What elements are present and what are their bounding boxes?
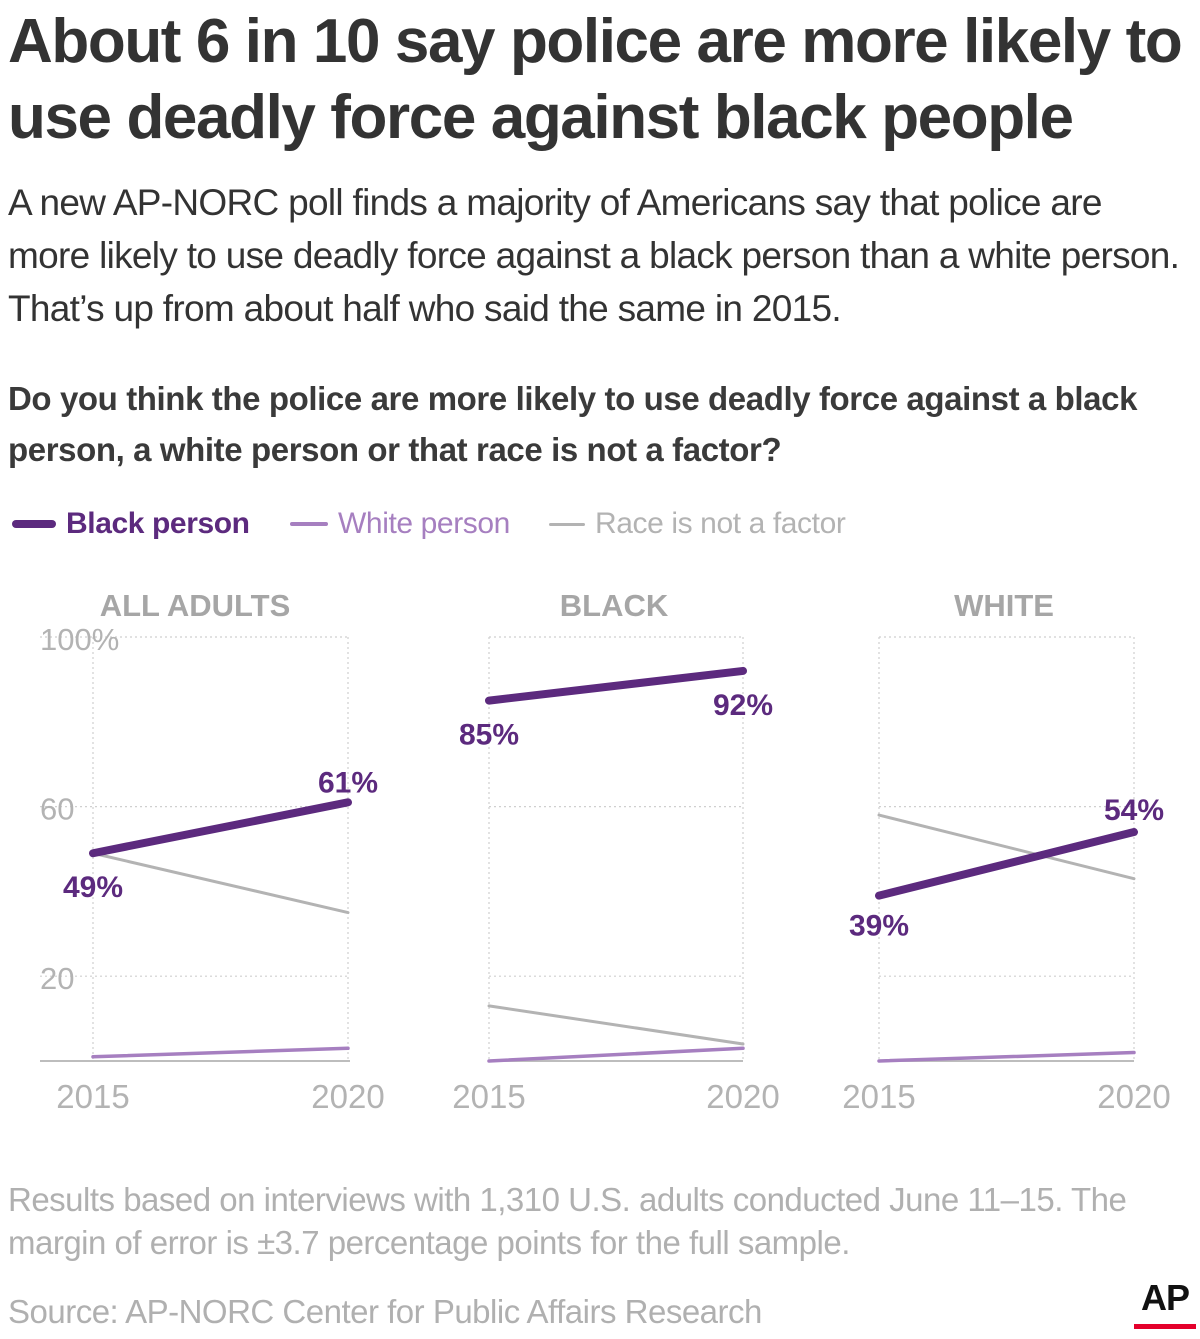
panel-title: ALL ADULTS	[100, 588, 291, 623]
series-line-race-not-factor	[487, 1004, 745, 1046]
legend-label: Race is not a factor	[595, 507, 846, 540]
x-tick-label: 2015	[56, 1078, 129, 1115]
series-line-white-person	[877, 1050, 1136, 1063]
series-line-black-person	[875, 828, 1138, 900]
series-line-race-not-factor	[877, 813, 1136, 881]
x-tick-label: 2020	[311, 1078, 384, 1115]
legend-label: Black person	[66, 507, 250, 540]
series-line-black-person	[89, 798, 352, 858]
source-note: Source: AP-NORC Center for Public Affair…	[8, 1293, 762, 1330]
legend-swatch-race-not-factor	[549, 522, 585, 526]
data-label: 39%	[849, 910, 909, 943]
series-line-white-person	[91, 1046, 350, 1059]
data-label: 92%	[713, 689, 773, 722]
x-tick-label: 2015	[452, 1078, 525, 1115]
legend-label: White person	[338, 507, 510, 540]
x-tick-label: 2015	[842, 1078, 915, 1115]
ap-logo: AP	[1134, 1278, 1196, 1332]
series-line-white-person	[487, 1046, 745, 1063]
legend-item-race-not-factor: Race is not a factor	[549, 503, 846, 545]
data-label: 85%	[459, 719, 519, 752]
data-label: 49%	[63, 871, 123, 904]
footnote: Results based on interviews with 1,310 U…	[8, 1181, 1127, 1261]
y-tick-label: 60	[40, 792, 74, 827]
y-tick-label: 20	[40, 961, 74, 996]
panel-title: BLACK	[560, 588, 669, 623]
x-tick-label: 2020	[1097, 1078, 1170, 1115]
legend-swatch-white-person	[290, 522, 328, 526]
legend-swatch-black-person	[12, 520, 56, 528]
y-tick-label: 100%	[40, 622, 119, 657]
series-line-race-not-factor	[91, 851, 350, 915]
x-tick-label: 2020	[706, 1078, 779, 1115]
legend-item-black-person: Black person	[12, 503, 250, 545]
data-label: 54%	[1104, 794, 1164, 827]
logo-accent-bar	[1134, 1324, 1196, 1329]
panel-title: WHITE	[954, 588, 1054, 623]
chart-subtitle: A new AP-NORC poll finds a majority of A…	[8, 182, 1180, 329]
logo-wordmark: AP	[1140, 1277, 1190, 1318]
legend: Black person White person Race is not a …	[12, 503, 1112, 545]
survey-question: Do you think the police are more likely …	[8, 380, 1138, 468]
legend-item-white-person: White person	[290, 503, 510, 545]
series-line-black-person	[485, 666, 747, 705]
chart-title: About 6 in 10 say police are more likely…	[8, 7, 1183, 152]
data-label: 61%	[318, 766, 378, 799]
